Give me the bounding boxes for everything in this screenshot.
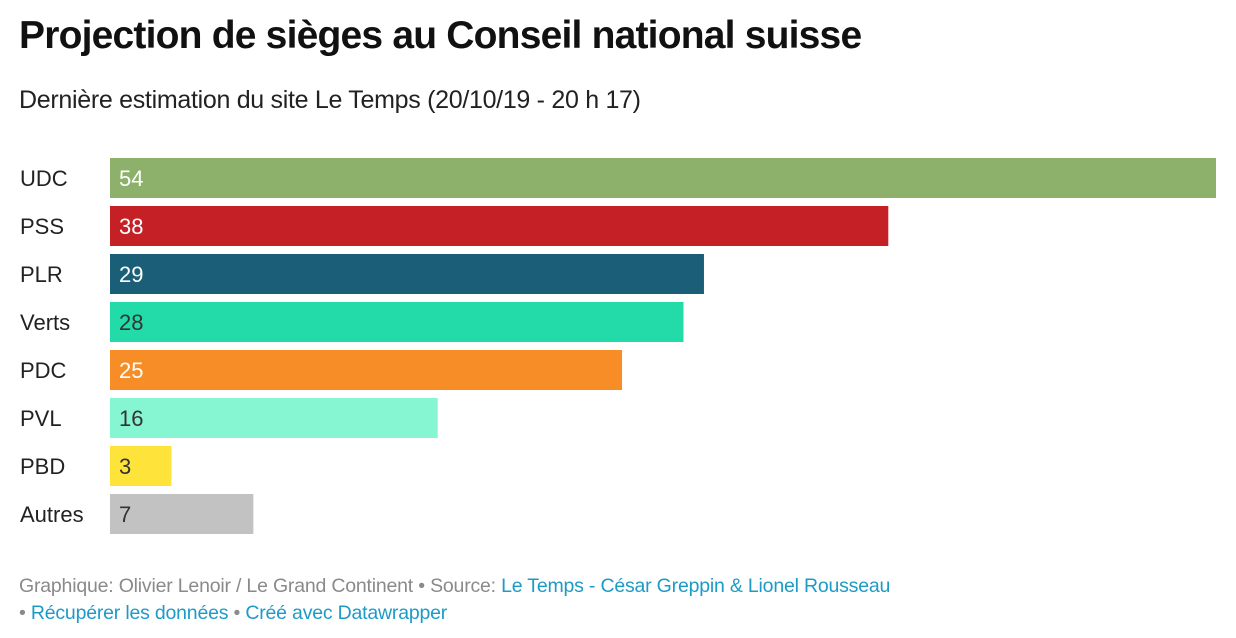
bar <box>110 302 684 342</box>
separator: • <box>228 602 246 624</box>
data-label: 25 <box>119 358 143 383</box>
separator: • <box>19 602 31 624</box>
chart-subtitle: Dernière estimation du site Le Temps (20… <box>19 86 641 114</box>
category-label: PLR <box>20 262 63 287</box>
data-label: 54 <box>119 166 143 191</box>
category-label: PDC <box>20 358 67 383</box>
chart-title: Projection de sièges au Conseil national… <box>19 14 862 57</box>
source-prefix: Source: <box>430 575 502 597</box>
category-label: UDC <box>20 166 68 191</box>
data-label: 28 <box>119 310 143 335</box>
bar <box>110 254 704 294</box>
credit-prefix: Graphique: <box>19 575 119 597</box>
category-label: PVL <box>20 406 62 431</box>
data-label: 16 <box>119 406 143 431</box>
bar-row-pdc: PDC 25 <box>20 350 623 390</box>
bar <box>110 206 889 246</box>
bar-row-udc: UDC 54 <box>20 158 1216 198</box>
bar-row-pss: PSS 38 <box>20 206 889 246</box>
category-label: Autres <box>20 502 84 527</box>
credit-text: Olivier Lenoir / Le Grand Continent <box>118 575 414 597</box>
data-label: 7 <box>119 502 131 527</box>
chart-footer: Graphique: Olivier Lenoir / Le Grand Con… <box>19 573 890 627</box>
footer-line-1: Graphique: Olivier Lenoir / Le Grand Con… <box>19 573 890 600</box>
bar <box>110 398 438 438</box>
data-label: 29 <box>119 262 143 287</box>
footer-line-2: • Récupérer les données • Créé avec Data… <box>19 600 890 627</box>
category-label: Verts <box>20 310 70 335</box>
bar <box>110 494 254 534</box>
bar-row-autres: Autres 7 <box>20 494 254 534</box>
bar <box>110 158 1216 198</box>
bar-row-plr: PLR 29 <box>20 254 704 294</box>
data-label: 3 <box>119 454 131 479</box>
source-link[interactable]: Le Temps - César Greppin & Lionel Rousse… <box>501 575 891 597</box>
made-with-datawrapper-link[interactable]: Créé avec Datawrapper <box>245 602 448 624</box>
bar <box>110 446 172 486</box>
bar-chart: UDC 54 PSS 38 PLR 29 Verts 28 PDC 25 PVL 16 PBD 3 Autr… <box>20 158 1216 534</box>
data-label: 38 <box>119 214 143 239</box>
bar-row-verts: Verts 28 <box>20 302 684 342</box>
bar-row-pvl: PVL 16 <box>20 398 438 438</box>
bar-row-pbd: PBD 3 <box>20 446 172 486</box>
bar <box>110 350 623 390</box>
get-data-link[interactable]: Récupérer les données <box>30 602 229 624</box>
category-label: PBD <box>20 454 65 479</box>
category-label: PSS <box>20 214 64 239</box>
separator: • <box>413 575 431 597</box>
